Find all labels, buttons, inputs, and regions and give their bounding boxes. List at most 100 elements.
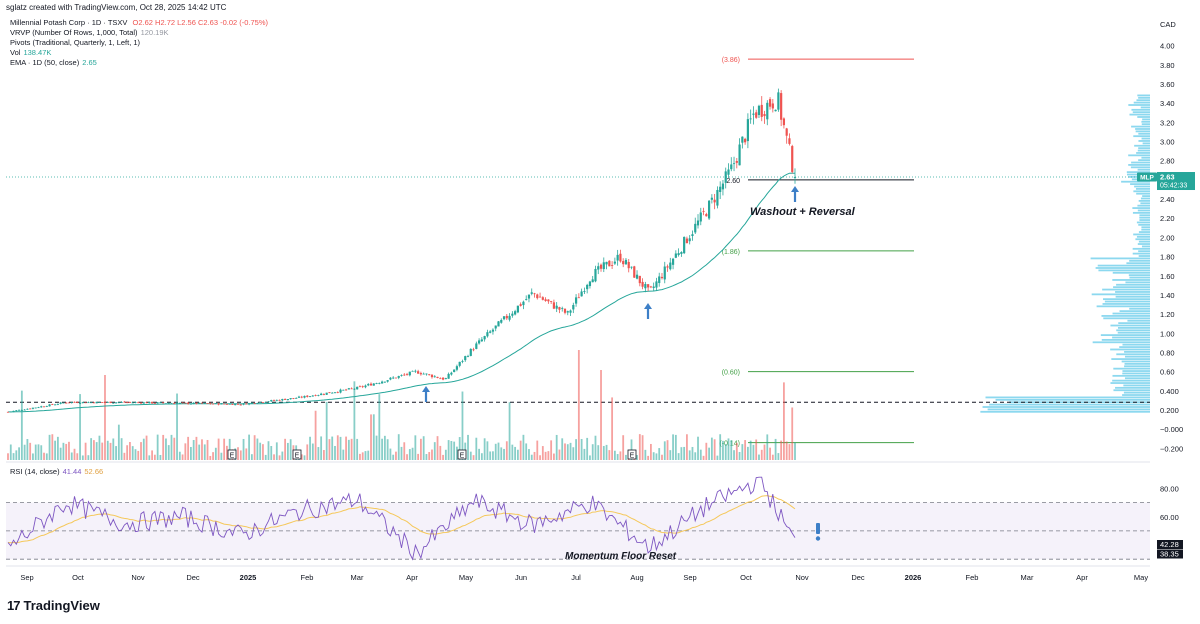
vrvp-bar [980,410,1150,413]
vrvp-bar [1128,164,1150,166]
candle [780,90,783,127]
candle-body [397,376,400,378]
candle-body [300,396,303,398]
candle [90,402,93,404]
candle [624,257,628,265]
vrvp-bar [1110,324,1150,327]
vrvp-bar [1132,247,1150,250]
volume-bar [134,449,137,460]
candle [23,409,26,411]
volume-row[interactable]: Vol 138.47K [10,48,268,58]
candle-body [475,343,478,349]
volume-bar [461,391,464,460]
volume-bar [744,440,747,460]
candle-body [189,403,192,405]
candle-body [59,402,62,404]
candle-body [469,348,472,356]
volume-bar [54,440,57,460]
volume-bar [264,454,267,460]
candle [378,382,381,385]
candle [311,395,314,397]
candle-body [694,223,697,233]
candle [652,282,655,292]
vrvp-bar [1135,128,1150,130]
candle [550,300,553,304]
volume-bar [275,442,278,460]
ema-row[interactable]: EMA · 1D (50, close) 2.65 [10,58,268,68]
volume-bar [453,441,456,460]
pivots-row[interactable]: Pivots (Traditional, Quarterly, 1, Left,… [10,38,268,48]
candle-body [320,393,323,396]
candle-body [311,395,314,397]
volume-bar [760,449,763,460]
vrvp-row[interactable]: VRVP (Number Of Rows, 1,000, Total) 120.1… [10,28,268,38]
volume-bar [56,436,59,460]
candle [547,299,550,304]
volume-bar [325,401,328,460]
volume-bar [131,446,134,460]
vrvp-bar [1140,197,1150,200]
ema-line [8,172,796,413]
volume-bar [406,454,408,460]
volume-bar [350,438,353,460]
candle [367,383,370,387]
candle-body [187,402,190,404]
date-tick: Jun [515,573,527,582]
candle [137,401,140,404]
volume-bar [727,438,730,460]
candle [505,313,508,321]
candle [586,283,589,294]
currency-label: CAD [1160,20,1176,29]
volume-bar [525,443,528,460]
candle-body [203,403,206,404]
candle [256,402,259,405]
candle-body [414,370,417,372]
candle [707,200,711,220]
candle-body [586,284,589,290]
vrvp-bar [1124,350,1150,353]
candle-body [87,402,90,404]
candle [320,392,323,396]
candle-body [605,261,608,265]
candle-body [638,275,641,284]
vrvp-bar [995,398,1150,401]
rsi-ma-badge: 38.35 [1157,549,1183,559]
volume-bar [672,434,674,460]
vrvp-bar [1095,267,1150,269]
candle-body [162,402,165,404]
pivots-label: Pivots (Traditional, Quarterly, 1, Left,… [10,38,141,47]
candle [51,403,54,406]
vrvp-bar [1132,111,1150,114]
candle-body [721,183,725,190]
candle-body [436,376,439,378]
volume-bar [553,453,555,460]
volume-bar [317,447,320,460]
candle-body [768,99,772,107]
volume-bar [572,447,575,460]
candle [333,392,337,394]
vrvp-bar [1101,338,1150,341]
volume-bar [165,438,167,460]
volume-bar [583,448,586,460]
candle-body [134,402,137,404]
candle [344,388,348,391]
earnings-box [457,449,467,460]
volume-bar [475,437,478,460]
volume-bar [403,442,406,460]
candle [98,401,101,403]
candle-body [95,401,98,404]
candle-body [78,403,82,404]
candle [181,402,184,404]
volume-bar [178,451,181,460]
candle-body [746,119,749,142]
volume-bar [167,445,170,460]
candle [677,248,680,257]
volume-bar [511,444,514,460]
tradingview-brand[interactable]: 17 TradingView [7,598,100,613]
price-badge-bg [1157,172,1195,191]
volume-bar [48,434,51,460]
volume-bar [120,438,123,460]
rsi-legend[interactable]: RSI (14, close) 41.44 52.66 [10,467,103,476]
symbol-row[interactable]: Millennial Potash Corp · 1D · TSXV O2.62… [10,18,268,28]
